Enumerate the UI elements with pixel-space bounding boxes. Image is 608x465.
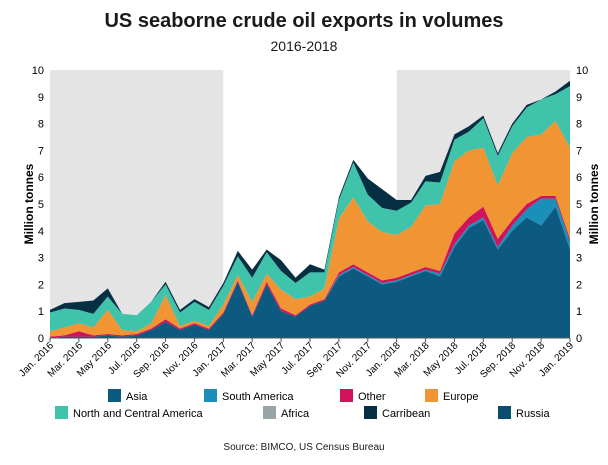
legend-swatch (498, 406, 511, 419)
source-note: Source: BIMCO, US Census Bureau (223, 442, 385, 453)
y-tick-left: 8 (38, 119, 44, 131)
stacked-areas (50, 80, 570, 338)
legend-label: North and Central America (73, 408, 203, 420)
shade-2016 (50, 70, 224, 338)
chart-title: US seaborne crude oil exports in volumes (104, 10, 504, 32)
y-tick-left: 2 (38, 279, 44, 291)
y-tick-left: 4 (38, 226, 44, 238)
legend-swatch (263, 406, 276, 419)
y-tick-left: 9 (38, 92, 44, 104)
legend-swatch (55, 406, 68, 419)
y-tick-right: 1 (576, 306, 582, 318)
legend: Asia South America Other Europe North and Ce… (55, 389, 551, 420)
y-tick-left: 3 (38, 253, 44, 265)
legend-label: Other (358, 391, 386, 403)
legend-label: Africa (281, 408, 310, 420)
y-tick-left: 5 (38, 199, 44, 211)
legend-swatch (425, 389, 438, 402)
chart-subtitle: 2016-2018 (270, 38, 338, 54)
y-axis-label-right: Million tonnes (587, 163, 601, 244)
y-tick-right: 8 (576, 119, 582, 131)
y-tick-left: 1 (38, 306, 44, 318)
area-north-and-central-america (50, 86, 570, 332)
y-tick-right: 9 (576, 92, 582, 104)
area-asia (50, 206, 570, 338)
y-tick-left: 10 (32, 65, 44, 77)
area-carribean (50, 80, 570, 316)
legend-label: South America (222, 391, 294, 403)
y-ticks-left: 0 1 2 3 4 5 6 7 8 9 10 (32, 65, 44, 345)
legend-label: Asia (126, 391, 148, 403)
y-tick-right: 6 (576, 172, 582, 184)
y-tick-right: 10 (576, 65, 588, 77)
y-tick-right: 4 (576, 226, 582, 238)
y-tick-right: 5 (576, 199, 582, 211)
legend-label: Carribean (382, 408, 430, 420)
y-tick-left: 7 (38, 145, 44, 157)
y-tick-left: 0 (38, 333, 44, 345)
y-tick-left: 6 (38, 172, 44, 184)
legend-label: Europe (443, 391, 478, 403)
legend-label: Russia (516, 408, 551, 420)
legend-swatch (364, 406, 377, 419)
y-tick-right: 0 (576, 333, 582, 345)
y-tick-right: 2 (576, 279, 582, 291)
y-tick-right: 3 (576, 253, 582, 265)
y-ticks-right: 0 1 2 3 4 5 6 7 8 9 10 (576, 65, 588, 345)
legend-swatch (340, 389, 353, 402)
legend-swatch (204, 389, 217, 402)
legend-swatch (108, 389, 121, 402)
y-tick-right: 7 (576, 145, 582, 157)
y-axis-label-left: Million tonnes (22, 163, 36, 244)
